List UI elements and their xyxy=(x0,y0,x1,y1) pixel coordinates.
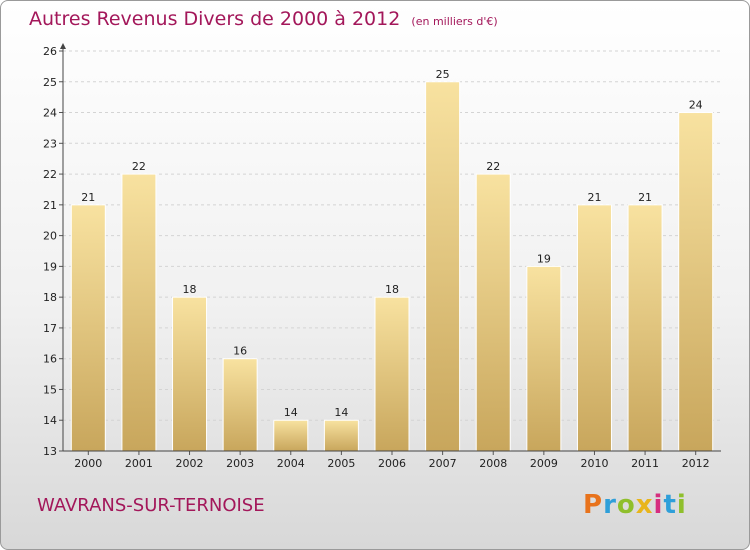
bar xyxy=(374,296,410,452)
x-tick-label: 2006 xyxy=(378,457,406,470)
x-tick-label: 2009 xyxy=(530,457,558,470)
x-tick-label: 2011 xyxy=(631,457,659,470)
x-tick-label: 2008 xyxy=(479,457,507,470)
proxiti-logo: Proxiti xyxy=(583,490,687,520)
x-tick-label: 2007 xyxy=(429,457,457,470)
bar xyxy=(172,296,208,452)
x-tick-label: 2000 xyxy=(74,457,102,470)
commune-name: WAVRANS-SUR-TERNOISE xyxy=(37,495,265,516)
y-tick-label: 24 xyxy=(43,107,57,120)
bar-value-label: 22 xyxy=(486,160,500,173)
bar-value-label: 22 xyxy=(132,160,146,173)
bar-value-label: 14 xyxy=(334,406,348,419)
y-tick-label: 18 xyxy=(43,291,57,304)
bar-value-label: 21 xyxy=(81,191,95,204)
chart-title: Autres Revenus Divers de 2000 à 2012 (en… xyxy=(29,8,498,30)
bar xyxy=(627,204,663,452)
bar-value-label: 24 xyxy=(689,99,703,112)
bar-value-label: 21 xyxy=(638,191,652,204)
x-tick-label: 2012 xyxy=(682,457,710,470)
bar-value-label: 16 xyxy=(233,345,247,358)
y-tick-label: 17 xyxy=(43,322,57,335)
x-tick-label: 2002 xyxy=(176,457,204,470)
logo-letter: r xyxy=(603,490,617,520)
logo-letter: x xyxy=(635,490,654,520)
bar-value-label: 25 xyxy=(436,68,450,81)
logo-letter: i xyxy=(676,490,687,520)
bar xyxy=(273,419,309,452)
y-tick-label: 20 xyxy=(43,230,57,243)
y-tick-label: 25 xyxy=(43,76,57,89)
x-tick-label: 2003 xyxy=(226,457,254,470)
y-tick-label: 23 xyxy=(43,137,57,150)
y-tick-label: 16 xyxy=(43,353,57,366)
logo-letter: t xyxy=(663,490,677,520)
title-unit: (en milliers d'€) xyxy=(411,15,498,28)
y-axis-arrow xyxy=(60,43,66,49)
title-main: Autres Revenus Divers de 2000 à 2012 xyxy=(29,8,401,30)
bar-value-label: 18 xyxy=(183,283,197,296)
bar-value-label: 14 xyxy=(284,406,298,419)
bar xyxy=(526,265,562,452)
y-tick-label: 14 xyxy=(43,414,57,427)
x-tick-label: 2010 xyxy=(580,457,608,470)
bar xyxy=(70,204,106,452)
bar xyxy=(222,358,258,452)
y-tick-label: 19 xyxy=(43,260,57,273)
x-tick-label: 2004 xyxy=(277,457,305,470)
y-tick-label: 13 xyxy=(43,445,57,458)
logo-letter: P xyxy=(583,490,604,520)
y-tick-label: 21 xyxy=(43,199,57,212)
bar-value-label: 21 xyxy=(587,191,601,204)
bar xyxy=(475,173,511,452)
bar-value-label: 19 xyxy=(537,252,551,265)
logo-letter: i xyxy=(653,490,664,520)
bar xyxy=(425,81,461,452)
logo-letter: o xyxy=(616,490,636,520)
y-tick-label: 22 xyxy=(43,168,57,181)
bar-value-label: 18 xyxy=(385,283,399,296)
y-tick-label: 15 xyxy=(43,383,57,396)
y-tick-label: 26 xyxy=(43,45,57,58)
bar xyxy=(323,419,359,452)
x-tick-label: 2005 xyxy=(327,457,355,470)
bar xyxy=(576,204,612,452)
x-tick-label: 2001 xyxy=(125,457,153,470)
bar xyxy=(121,173,157,452)
bar xyxy=(678,112,714,452)
